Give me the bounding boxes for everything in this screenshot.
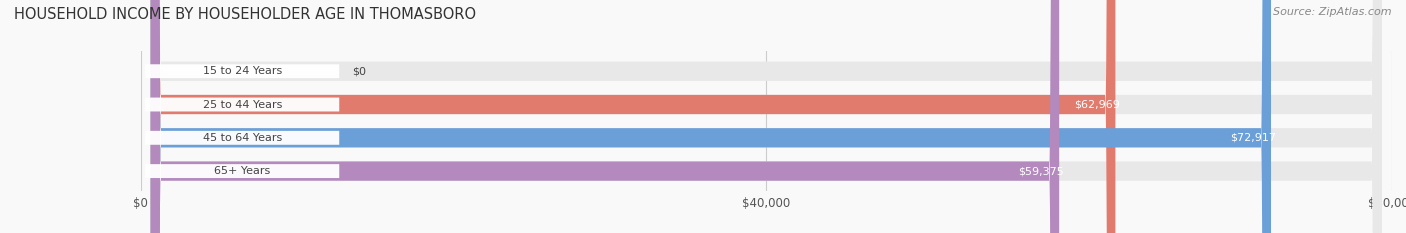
FancyBboxPatch shape (150, 0, 1382, 233)
FancyBboxPatch shape (150, 0, 1115, 233)
FancyBboxPatch shape (145, 164, 339, 178)
FancyBboxPatch shape (145, 64, 339, 78)
FancyBboxPatch shape (150, 0, 1271, 233)
Text: $59,375: $59,375 (1018, 166, 1064, 176)
Text: HOUSEHOLD INCOME BY HOUSEHOLDER AGE IN THOMASBORO: HOUSEHOLD INCOME BY HOUSEHOLDER AGE IN T… (14, 7, 477, 22)
FancyBboxPatch shape (150, 0, 1382, 233)
Text: $62,969: $62,969 (1074, 99, 1121, 110)
Text: 45 to 64 Years: 45 to 64 Years (202, 133, 281, 143)
Text: Source: ZipAtlas.com: Source: ZipAtlas.com (1274, 7, 1392, 17)
FancyBboxPatch shape (150, 0, 1382, 233)
FancyBboxPatch shape (145, 131, 339, 145)
Text: $72,917: $72,917 (1230, 133, 1277, 143)
FancyBboxPatch shape (150, 0, 1059, 233)
Text: 15 to 24 Years: 15 to 24 Years (202, 66, 281, 76)
Text: 65+ Years: 65+ Years (214, 166, 270, 176)
FancyBboxPatch shape (145, 98, 339, 111)
FancyBboxPatch shape (150, 0, 1382, 233)
Text: $0: $0 (352, 66, 366, 76)
Text: 25 to 44 Years: 25 to 44 Years (202, 99, 283, 110)
